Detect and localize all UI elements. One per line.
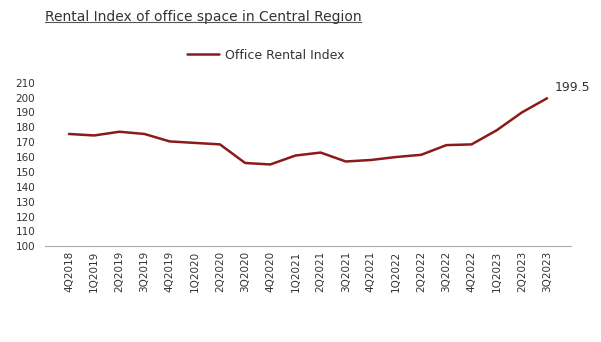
Office Rental Index [418,153,425,157]
Office Rental Index [91,133,98,137]
Office Rental Index [166,139,173,143]
Office Rental Index [543,96,551,100]
Office Rental Index [216,142,224,146]
Office Rental Index [66,132,73,136]
Office Rental Index [493,128,500,132]
Legend: Office Rental Index: Office Rental Index [183,44,349,67]
Office Rental Index [518,110,525,115]
Office Rental Index [342,159,349,163]
Text: Rental Index of office space in Central Region: Rental Index of office space in Central … [45,10,362,24]
Line: Office Rental Index: Office Rental Index [69,98,547,165]
Office Rental Index [443,143,450,147]
Office Rental Index [242,161,249,165]
Office Rental Index [191,141,198,145]
Text: 199.5: 199.5 [555,81,590,94]
Office Rental Index [267,162,274,167]
Office Rental Index [317,150,324,155]
Office Rental Index [292,154,299,158]
Office Rental Index [392,155,400,159]
Office Rental Index [116,130,123,134]
Office Rental Index [468,142,475,146]
Office Rental Index [141,132,148,136]
Office Rental Index [367,158,374,162]
